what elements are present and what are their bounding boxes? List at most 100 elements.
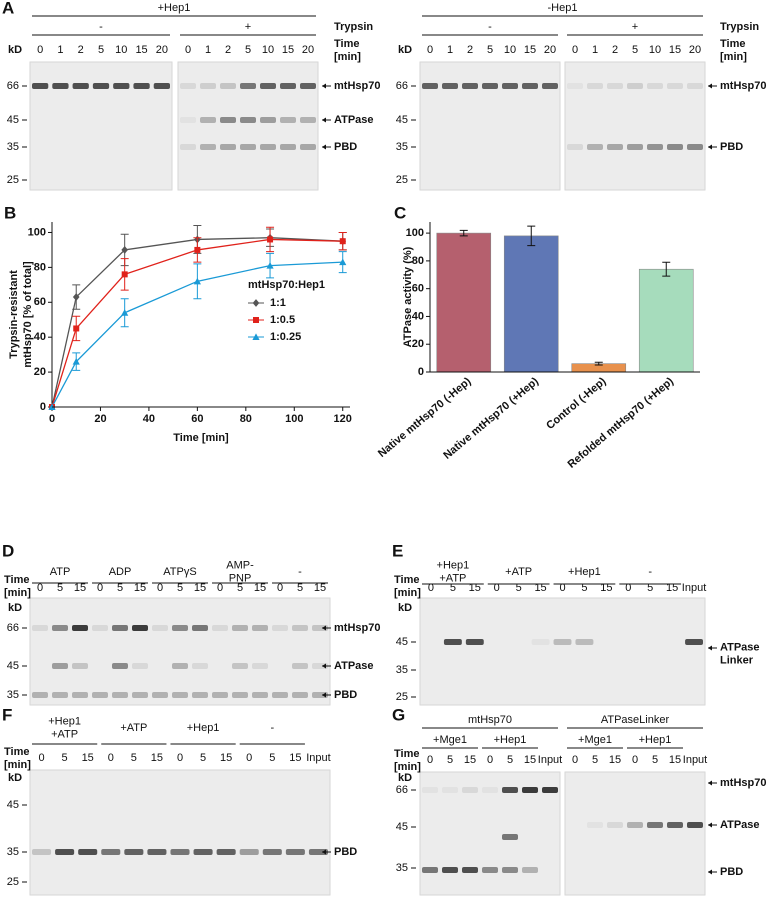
lane-label: 0 [625,582,631,594]
lane-label: 20 [544,44,556,56]
lane-label: 0 [494,582,500,594]
gel-band [627,83,643,89]
lane-label: 0 [427,44,433,56]
lane-label: 5 [652,754,658,766]
size-marker: 66 [7,80,19,92]
time-label: [min] [394,761,421,773]
y-axis-label: mtHsp70 [% of total] [22,261,34,368]
gel-band [312,692,328,698]
gel-band [462,83,478,89]
lane-label: 2 [612,44,618,56]
gel-band [567,83,583,89]
size-marker: 66 [7,622,19,634]
gel-band [232,663,248,669]
arrow-head [322,849,326,855]
gel-band [153,83,170,89]
gel-band [32,692,48,698]
arrow-head [708,144,712,150]
gel-band [32,625,48,631]
lane-label: 10 [262,44,274,56]
lane-header: +Mge1 [578,734,612,746]
gel-band [252,663,268,669]
arrow-head [708,83,712,89]
gel-band [72,83,89,89]
gel-band [312,625,328,631]
gel-band [531,639,550,645]
gel-band [132,625,148,631]
band-label: mtHsp70 [334,80,380,92]
y-tick-label: 100 [28,226,46,238]
gel-band [92,625,108,631]
side-label: Trypsin [334,21,373,33]
y-tick-label: 20 [412,338,424,350]
lane-header: +Mge1 [433,734,467,746]
legend-label: 1:0.25 [270,331,301,343]
band-label: mtHsp70 [334,622,380,634]
gel-band [152,625,168,631]
gel-image [29,769,331,896]
arrow-head [322,663,326,669]
gel-band [292,692,308,698]
band-label: ATPase [334,660,374,672]
lane-label: 0 [217,582,223,594]
gel-band [292,625,308,631]
lane-header: - [488,21,492,33]
lane-header: +Hep1 [639,734,672,746]
lane-header-line: +Hep1 [437,559,470,571]
gel-image [29,597,331,706]
arrow-head [708,645,712,651]
gel-band [280,83,296,89]
lane-header-line: PNP [229,572,252,584]
gel-band [587,83,603,89]
size-marker: 45 [7,660,19,672]
band-label: PBD [334,141,357,153]
bar [503,235,559,373]
gel-band [442,83,458,89]
lane-header: + [632,21,638,33]
gel-band [687,83,703,89]
lane-label: 2 [225,44,231,56]
lane-label: 20 [302,44,314,56]
band-label-line: Linker [720,654,754,666]
gel-band [52,625,68,631]
size-marker: 45 [7,114,19,126]
lane-label: 10 [649,44,661,56]
gel-band [32,849,52,855]
lane-label: 15 [254,582,266,594]
x-tick-label: 0 [49,413,55,425]
gel-band [462,787,478,793]
gel-band [260,117,276,123]
gel-band [220,144,236,150]
lane-header-line: +Hep1 [48,715,81,727]
gel-band [132,663,148,669]
lane-label: 15 [151,752,163,764]
point-marker [193,277,201,285]
gel-band [220,117,236,123]
arrow-head [322,625,326,631]
lane-label: 5 [507,754,513,766]
gel-band [443,639,462,645]
lane-label: 5 [131,752,137,764]
lane-label: 5 [632,44,638,56]
lane-label: 2 [78,44,84,56]
gel-band [262,849,282,855]
gel-band [667,144,683,150]
kd-label: kD [398,602,412,614]
point-marker [339,258,347,266]
gel-band [442,867,458,873]
lane-label: 10 [115,44,127,56]
y-tick-label: 40 [412,310,424,322]
series-line [51,238,343,408]
gel-band [240,144,256,150]
lane-label: 0 [487,754,493,766]
time-label: [min] [394,587,421,599]
lane-label: 15 [282,44,294,56]
size-marker: 35 [7,846,19,858]
lane-label: Input [306,752,330,764]
lane-label: 15 [134,582,146,594]
gel-band [55,849,75,855]
kd-label: kD [398,44,412,56]
lane-label: 0 [37,44,43,56]
lane-label: Input [682,582,706,594]
